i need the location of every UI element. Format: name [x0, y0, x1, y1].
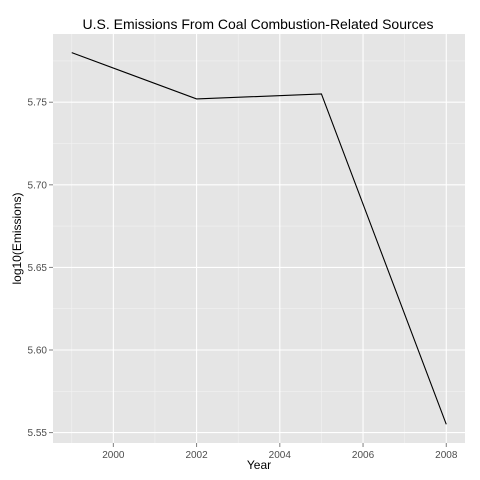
y-axis: 5.55 5.60 5.65 5.70 5.75 — [28, 98, 53, 439]
y-tick-label: 5.70 — [28, 180, 48, 191]
y-tick-label: 5.65 — [28, 263, 48, 274]
x-axis: 2000 2002 2004 2006 2008 — [102, 443, 458, 461]
series-layer — [71, 52, 447, 425]
series-line — [71, 52, 447, 425]
x-axis-title: Year — [247, 458, 271, 472]
x-tick-label: 2006 — [352, 450, 375, 461]
y-tick-label: 5.60 — [28, 346, 48, 357]
y-axis-title: log10(Emissions) — [10, 192, 24, 284]
x-tick-label: 2002 — [185, 450, 208, 461]
chart-title: U.S. Emissions From Coal Combustion-Rela… — [83, 16, 434, 32]
x-tick-label: 2004 — [269, 450, 292, 461]
plot-panel — [53, 34, 465, 443]
y-tick-label: 5.55 — [28, 428, 48, 439]
x-tick-label: 2000 — [102, 450, 125, 461]
x-tick-label: 2008 — [435, 450, 458, 461]
y-tick-label: 5.75 — [28, 98, 48, 109]
major-gridlines — [53, 34, 465, 443]
